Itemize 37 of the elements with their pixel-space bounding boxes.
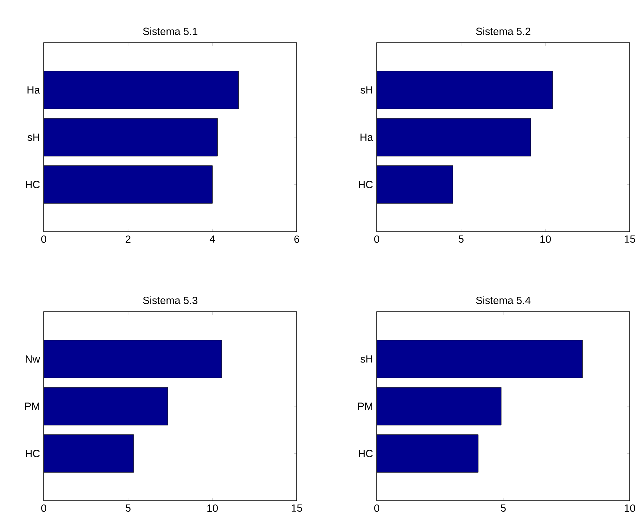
bar	[44, 340, 222, 378]
bar	[377, 118, 532, 157]
x-tick-label: 2	[126, 236, 131, 243]
x-tick-label: 0	[374, 504, 380, 512]
y-tick-label: HC	[359, 450, 373, 458]
chart-title: Sistema 5.3	[143, 296, 198, 304]
y-tick-label: HC	[26, 450, 40, 458]
y-tick-label: Ha	[28, 86, 40, 94]
x-tick-label: 4	[210, 236, 216, 243]
x-tick-label: 15	[292, 504, 302, 512]
x-tick-label: 0	[41, 504, 46, 512]
chart-title: Sistema 5.4	[476, 296, 531, 304]
bar	[44, 387, 168, 426]
x-tick-label: 0	[374, 236, 380, 244]
x-tick-label: 0	[41, 236, 46, 244]
bar	[44, 434, 134, 473]
y-tick-label: HC	[26, 181, 40, 188]
x-tick-label: 10	[540, 236, 552, 244]
x-tick-label: 15	[624, 236, 636, 243]
y-tick-label: PM	[25, 402, 40, 410]
y-tick-label: HC	[359, 181, 373, 188]
x-tick-label: 5	[458, 236, 464, 243]
bar	[377, 71, 554, 110]
y-tick-label: PM	[358, 402, 372, 410]
x-tick-label: 10	[208, 504, 218, 512]
x-tick-label: 5	[126, 504, 131, 512]
chart-title: Sistema 5.2	[476, 28, 531, 36]
y-tick-label: sH	[360, 86, 372, 94]
y-tick-label: Ha	[360, 134, 374, 142]
y-tick-label: sH	[28, 134, 40, 142]
bar	[377, 166, 454, 204]
x-tick-label: 6	[294, 236, 300, 244]
y-tick-label: sH	[360, 356, 372, 363]
x-tick-label: 5	[501, 504, 506, 512]
y-tick-label: Nw	[26, 356, 40, 363]
chart-title: Sistema 5.1	[143, 28, 198, 36]
x-tick-label: 10	[624, 504, 636, 512]
